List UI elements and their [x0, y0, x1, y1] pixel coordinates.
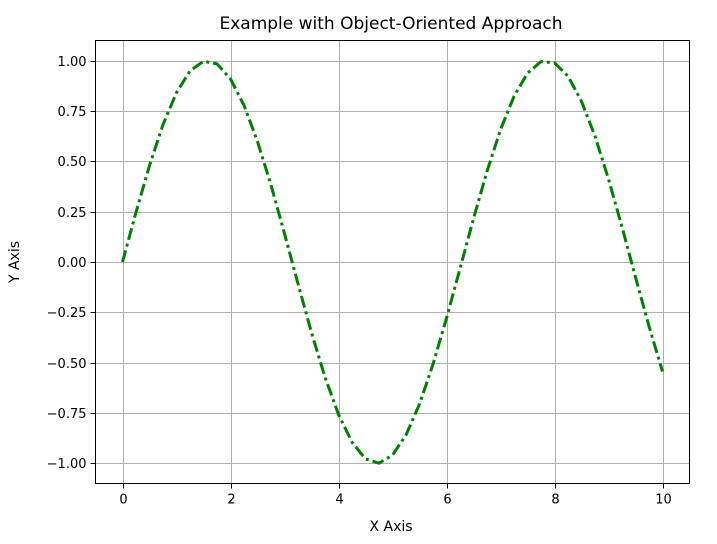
y-tick-label: 0.00 [58, 256, 87, 271]
y-tick-label: 0.75 [58, 105, 87, 120]
chart-title: Example with Object-Oriented Approach [219, 14, 562, 34]
y-axis-label: Y Axis [7, 241, 23, 284]
x-axis-label: X Axis [369, 519, 412, 535]
x-tick-label: 6 [443, 493, 451, 508]
x-tick-label: 10 [655, 493, 672, 508]
sine-series-line [121, 59, 664, 465]
y-tick-label: −0.75 [47, 407, 87, 422]
y-tick-label: −0.50 [47, 357, 87, 372]
y-axis-ticks: 1.00 0.75 0.50 0.25 0.00 −0.25 −0.50 −0.75 −1.00 [47, 55, 96, 472]
series-layer [121, 59, 664, 465]
x-tick-label: 2 [227, 493, 235, 508]
x-tick-label: 0 [119, 493, 127, 508]
x-tick-label: 8 [551, 493, 559, 508]
y-tick-label: −0.25 [47, 306, 87, 321]
y-tick-label: 0.50 [58, 155, 87, 170]
grid-layer [95, 40, 690, 484]
x-tick-label: 4 [335, 493, 343, 508]
y-tick-label: 0.25 [58, 206, 87, 221]
y-tick-label: −1.00 [47, 457, 87, 472]
x-axis-ticks: 0 2 4 6 8 10 [119, 483, 672, 508]
y-tick-label: 1.00 [58, 55, 87, 70]
